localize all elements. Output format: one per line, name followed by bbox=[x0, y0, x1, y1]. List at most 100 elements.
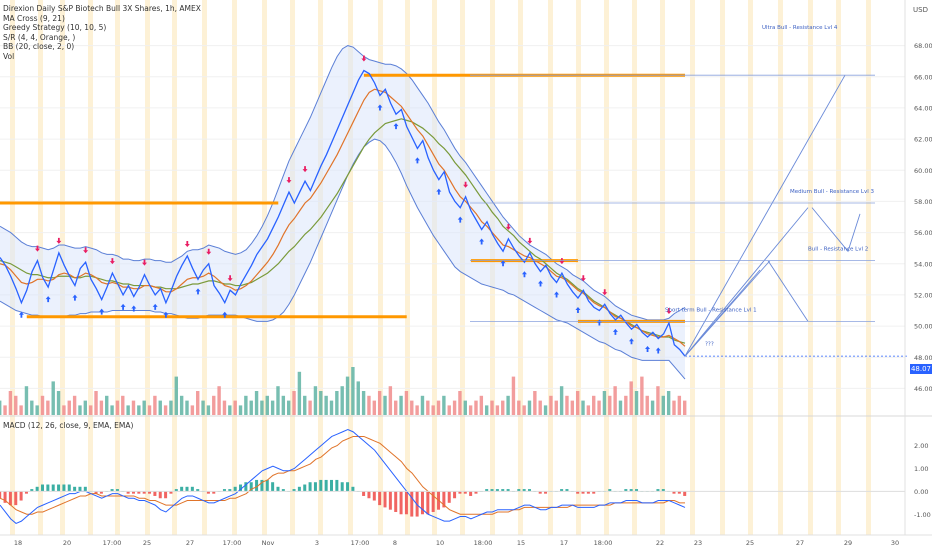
volume-bar bbox=[640, 376, 644, 415]
price-tick-label: 68.00 bbox=[914, 42, 932, 50]
volume-bar bbox=[490, 400, 494, 415]
macd-pane bbox=[0, 429, 905, 525]
session-band bbox=[748, 0, 753, 535]
time-tick-label: 25 bbox=[143, 539, 151, 547]
macd-histogram-bar bbox=[677, 491, 681, 494]
sell-arrow bbox=[141, 259, 147, 266]
buy-arrow bbox=[500, 260, 506, 267]
macd-histogram-bar bbox=[378, 491, 382, 506]
legend-greedy-strategy[interactable]: Greedy Strategy (10, 10, 5) bbox=[3, 23, 107, 32]
time-tick-label: 18 bbox=[14, 539, 22, 547]
volume-bar bbox=[410, 400, 414, 415]
volume-bar bbox=[254, 391, 259, 415]
volume-bar bbox=[286, 400, 291, 415]
session-band bbox=[318, 0, 323, 535]
macd-histogram-bar bbox=[447, 491, 451, 503]
volume-bar bbox=[35, 405, 39, 415]
macd-histogram-bar bbox=[442, 491, 446, 508]
macd-histogram-bar bbox=[78, 486, 82, 492]
buy-arrow bbox=[195, 288, 201, 295]
macd-histogram-bar bbox=[94, 491, 98, 494]
macd-histogram-bar bbox=[35, 486, 39, 492]
price-tick-label: 52.00 bbox=[914, 291, 932, 299]
volume-bar bbox=[196, 391, 200, 415]
volume-bar bbox=[388, 386, 393, 415]
macd-histogram-bar bbox=[292, 489, 296, 492]
buy-arrow bbox=[222, 311, 228, 318]
macd-histogram-bar bbox=[463, 491, 467, 494]
volume-bar bbox=[436, 400, 441, 415]
bb-upper bbox=[0, 45, 686, 321]
volume-bar bbox=[212, 395, 216, 415]
volume-bar bbox=[554, 400, 558, 415]
macd-histogram-bar bbox=[319, 479, 323, 492]
macd-legend[interactable]: MACD (12, 26, close, 9, EMA, EMA) bbox=[3, 421, 134, 430]
buy-arrow bbox=[479, 238, 485, 245]
macd-histogram-bar bbox=[683, 491, 687, 496]
volume-bar bbox=[72, 395, 77, 415]
price-tick-label: 50.00 bbox=[914, 323, 932, 331]
macd-histogram-bar bbox=[383, 491, 387, 508]
sell-arrow bbox=[184, 240, 190, 247]
buy-arrow bbox=[18, 311, 24, 318]
chart-title[interactable]: Direxion Daily S&P Biotech Bull 3X Share… bbox=[3, 4, 201, 13]
volume-bar bbox=[533, 391, 537, 415]
macd-histogram-bar bbox=[57, 484, 61, 492]
session-band bbox=[836, 0, 841, 535]
volume-bar bbox=[276, 386, 280, 415]
legend-bollinger[interactable]: BB (20, close, 2, 0) bbox=[3, 42, 75, 51]
macd-histogram-bar bbox=[41, 484, 45, 492]
macd-histogram-bar bbox=[581, 491, 585, 494]
macd-histogram-bar bbox=[517, 489, 521, 492]
macd-histogram-bar bbox=[474, 491, 478, 494]
macd-histogram-bar bbox=[629, 489, 633, 492]
sell-arrow bbox=[463, 181, 469, 188]
volume-bar bbox=[452, 400, 457, 415]
volume-bar bbox=[415, 405, 419, 415]
volume-bar bbox=[345, 376, 350, 415]
volume-bar bbox=[517, 400, 521, 415]
volume-bar bbox=[656, 386, 660, 415]
volume-bar bbox=[190, 405, 195, 415]
volume-bar bbox=[163, 405, 168, 415]
legend-support-resistance[interactable]: S/R (4, 4, Orange, ) bbox=[3, 32, 76, 42]
volume-bar bbox=[447, 405, 451, 415]
macd-histogram-bar bbox=[174, 489, 178, 492]
bollinger-bands bbox=[0, 45, 686, 380]
volume-bar bbox=[426, 400, 430, 415]
macd-histogram-bar bbox=[672, 491, 676, 494]
volume-bar bbox=[340, 386, 344, 415]
time-tick-label: 27 bbox=[796, 539, 804, 547]
macd-histogram-bar bbox=[233, 486, 237, 492]
macd-histogram-bar bbox=[206, 491, 210, 494]
time-tick-label: Nov bbox=[262, 539, 275, 547]
buy-arrow bbox=[377, 104, 383, 111]
buy-arrow bbox=[521, 271, 527, 278]
legend-volume[interactable]: Vol bbox=[3, 51, 15, 61]
buy-arrow bbox=[538, 280, 544, 287]
volume-bar bbox=[404, 391, 409, 415]
strategy-signals bbox=[18, 55, 672, 354]
macd-histogram-bar bbox=[490, 489, 494, 492]
macd-histogram-bar bbox=[281, 489, 285, 492]
volume-bar bbox=[94, 391, 98, 415]
sell-arrow bbox=[527, 237, 533, 244]
sell-arrow bbox=[602, 289, 608, 296]
volume-bar bbox=[281, 395, 286, 415]
volume-bar bbox=[142, 400, 146, 415]
session-band bbox=[866, 0, 871, 535]
legend-ma-cross[interactable]: MA Cross (9, 21) bbox=[3, 13, 65, 23]
volume-bar bbox=[458, 391, 462, 415]
sell-arrow bbox=[580, 275, 586, 282]
volume-bar bbox=[511, 376, 516, 415]
macd-histogram-bar bbox=[431, 491, 435, 512]
time-tick-label: 20 bbox=[63, 539, 71, 547]
volume-bar bbox=[495, 405, 500, 415]
macd-histogram-bar bbox=[346, 482, 350, 492]
volume-bar bbox=[14, 395, 18, 415]
buy-arrow bbox=[612, 328, 618, 335]
macd-histogram-bar bbox=[453, 491, 457, 499]
volume-bar bbox=[683, 400, 687, 415]
